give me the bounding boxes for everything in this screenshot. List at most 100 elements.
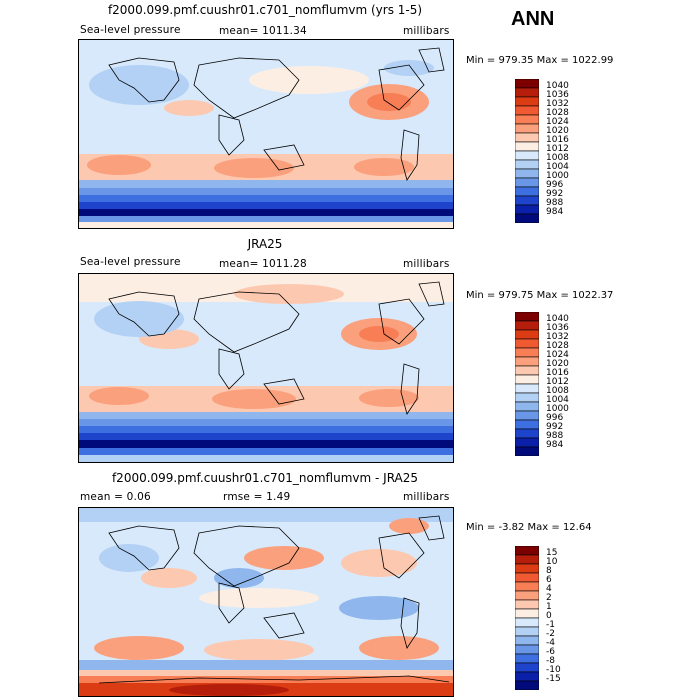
colorbar-swatch xyxy=(514,617,540,628)
panel2-colorbar-swatches xyxy=(514,311,540,457)
panel3-cb-label: 1 xyxy=(546,602,552,612)
panel3-cb-label: -8 xyxy=(546,656,555,666)
colorbar-swatch xyxy=(514,410,540,421)
panel2-cb-label: 1024 xyxy=(546,350,569,360)
panel2-mean-label: mean= 1011.28 xyxy=(219,258,307,270)
colorbar-swatch xyxy=(514,581,540,592)
panel3-cb-label: -1 xyxy=(546,620,555,630)
colorbar-swatch xyxy=(514,186,540,197)
panel3-title: f2000.099.pmf.cuushr01.c701_nomflumvm - … xyxy=(111,471,419,485)
colorbar-swatch xyxy=(514,177,540,188)
panel1-cb-label: 1040 xyxy=(546,81,569,91)
panel2-cb-label: 1020 xyxy=(546,359,569,369)
colorbar-swatch xyxy=(514,644,540,655)
colorbar-swatch xyxy=(514,356,540,367)
colorbar-swatch xyxy=(514,572,540,583)
panel2-title: JRA25 xyxy=(247,237,283,251)
colorbar-swatch xyxy=(514,671,540,682)
panel1-cb-label: 1028 xyxy=(546,108,569,118)
panel2-cb-label: 1004 xyxy=(546,395,569,405)
colorbar-swatch xyxy=(514,96,540,107)
panel2-colorbar xyxy=(514,311,540,460)
colorbar-swatch xyxy=(514,168,540,179)
panel2-cb-label: 1016 xyxy=(546,368,569,378)
panel3-cb-label: -6 xyxy=(546,647,555,657)
colorbar-swatch xyxy=(514,563,540,574)
panel3-cb-label: -4 xyxy=(546,638,555,648)
colorbar-swatch xyxy=(514,599,540,610)
panel1-cb-label: 1036 xyxy=(546,90,569,100)
panel3-minmax: Min = -3.82 Max = 12.64 xyxy=(466,522,592,533)
colorbar-swatch xyxy=(514,320,540,331)
colorbar-swatch xyxy=(514,123,540,134)
colorbar-swatch xyxy=(514,365,540,376)
panel1-colorbar-swatches xyxy=(514,78,540,224)
panel1-cb-label: 1032 xyxy=(546,99,569,109)
colorbar-swatch xyxy=(514,680,540,691)
panel2-cb-label: 1032 xyxy=(546,332,569,342)
panel1-colorbar xyxy=(514,78,540,227)
panel3-cb-label: -10 xyxy=(546,665,561,675)
panel3-cb-label: 4 xyxy=(546,584,552,594)
colorbar-swatch xyxy=(514,159,540,170)
colorbar-swatch xyxy=(514,150,540,161)
colorbar-swatch xyxy=(514,554,540,565)
panel1-minmax: Min = 979.35 Max = 1022.99 xyxy=(466,55,614,66)
colorbar-swatch xyxy=(514,311,540,322)
colorbar-swatch xyxy=(514,105,540,116)
panel2-field xyxy=(79,274,453,462)
panel3-map xyxy=(78,507,454,697)
panel2-variable-label: Sea-level pressure xyxy=(80,256,181,268)
panel1-cb-label: 988 xyxy=(546,198,564,208)
panel1-units-label: millibars xyxy=(403,25,450,37)
panel1-cb-label: 992 xyxy=(546,189,564,199)
panel3-cb-label: -2 xyxy=(546,629,555,639)
panel2-cb-label: 996 xyxy=(546,413,564,423)
panel3-rmse-label: rmse = 1.49 xyxy=(223,491,291,503)
panel3-cb-label: 8 xyxy=(546,566,552,576)
panel1-cb-label: 1016 xyxy=(546,135,569,145)
colorbar-swatch xyxy=(514,132,540,143)
panel3-colorbar-swatches xyxy=(514,545,540,691)
colorbar-swatch xyxy=(514,329,540,340)
colorbar-swatch xyxy=(514,653,540,664)
panel1-variable-label: Sea-level pressure xyxy=(80,24,181,36)
colorbar-swatch xyxy=(514,626,540,637)
panel1-map xyxy=(78,39,454,229)
colorbar-swatch xyxy=(514,213,540,224)
colorbar-swatch xyxy=(514,374,540,385)
colorbar-swatch xyxy=(514,114,540,125)
colorbar-swatch xyxy=(514,635,540,646)
panel3-units-label: millibars xyxy=(403,491,450,503)
colorbar-swatch xyxy=(514,428,540,439)
panel3-colorbar xyxy=(514,545,540,694)
colorbar-swatch xyxy=(514,608,540,619)
panel1-mean-label: mean= 1011.34 xyxy=(219,25,307,37)
colorbar-swatch xyxy=(514,590,540,601)
panel2-cb-label: 984 xyxy=(546,440,564,450)
panel1-title: f2000.099.pmf.cuushr01.c701_nomflumvm (y… xyxy=(107,3,423,17)
panel2-units-label: millibars xyxy=(403,258,450,270)
panel3-cb-label: -15 xyxy=(546,674,561,684)
colorbar-swatch xyxy=(514,419,540,430)
panel1-cb-label: 996 xyxy=(546,180,564,190)
panel1-cb-label: 984 xyxy=(546,207,564,217)
panel2-cb-label: 988 xyxy=(546,431,564,441)
colorbar-swatch xyxy=(514,87,540,98)
colorbar-swatch xyxy=(514,78,540,89)
panel1-cb-label: 1024 xyxy=(546,117,569,127)
colorbar-swatch xyxy=(514,662,540,673)
colorbar-swatch xyxy=(514,338,540,349)
colorbar-swatch xyxy=(514,347,540,358)
panel3-cb-label: 2 xyxy=(546,593,552,603)
colorbar-swatch xyxy=(514,401,540,412)
panel1-cb-label: 1000 xyxy=(546,171,569,181)
panel1-field xyxy=(79,40,453,228)
panel2-minmax: Min = 979.75 Max = 1022.37 xyxy=(466,290,614,301)
season-label: ANN xyxy=(511,8,555,30)
panel1-cb-label: 1012 xyxy=(546,144,569,154)
colorbar-swatch xyxy=(514,437,540,448)
colorbar-swatch xyxy=(514,383,540,394)
panel3-mean-label: mean = 0.06 xyxy=(80,491,151,503)
panel1-cb-label: 1008 xyxy=(546,153,569,163)
